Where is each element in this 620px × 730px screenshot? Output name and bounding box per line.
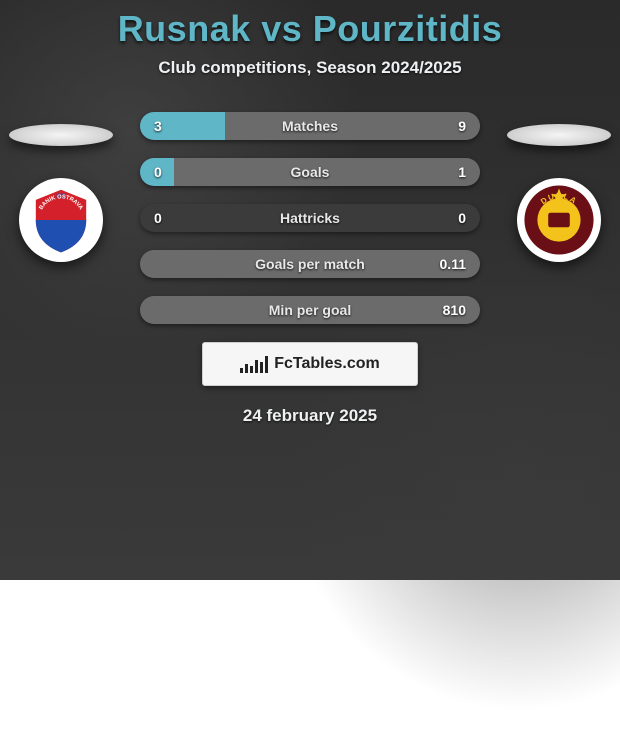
stat-label: Goals per match — [140, 256, 480, 272]
team-left-crest: FC BANIK OSTRAVA — [19, 178, 103, 262]
banik-ostrava-crest-icon: FC BANIK OSTRAVA — [25, 184, 97, 256]
stat-label: Min per goal — [140, 302, 480, 318]
stat-label: Hattricks — [140, 210, 480, 226]
team-right-crest: DUKLA PRAHA — [517, 178, 601, 262]
player-ellipse-right — [507, 124, 611, 146]
stat-labels: Min per goal810 — [140, 296, 480, 324]
page-title: Rusnak vs Pourzitidis — [0, 0, 620, 50]
chart-bars-icon — [240, 355, 268, 373]
stat-labels: 0Hattricks0 — [140, 204, 480, 232]
player-ellipse-left — [9, 124, 113, 146]
stat-row: 0Hattricks0 — [140, 204, 480, 232]
stat-labels: 0Goals1 — [140, 158, 480, 186]
stat-row: 0Goals1 — [140, 158, 480, 186]
stat-label: Goals — [140, 164, 480, 180]
dukla-praha-crest-icon: DUKLA PRAHA — [523, 184, 595, 256]
subtitle: Club competitions, Season 2024/2025 — [0, 58, 620, 78]
stat-row: Goals per match0.11 — [140, 250, 480, 278]
stat-row: 3Matches9 — [140, 112, 480, 140]
team-left: FC BANIK OSTRAVA — [6, 124, 116, 262]
stat-labels: 3Matches9 — [140, 112, 480, 140]
brand-box[interactable]: FcTables.com — [202, 342, 418, 386]
stats-panel: 3Matches9 0Goals1 0Hattricks0 Goals per mat… — [140, 112, 480, 324]
stat-labels: Goals per match0.11 — [140, 250, 480, 278]
date-label: 24 february 2025 — [0, 406, 620, 426]
stat-row: Min per goal810 — [140, 296, 480, 324]
team-right: DUKLA PRAHA — [504, 124, 614, 262]
stat-label: Matches — [140, 118, 480, 134]
brand-text: FcTables.com — [274, 355, 380, 373]
